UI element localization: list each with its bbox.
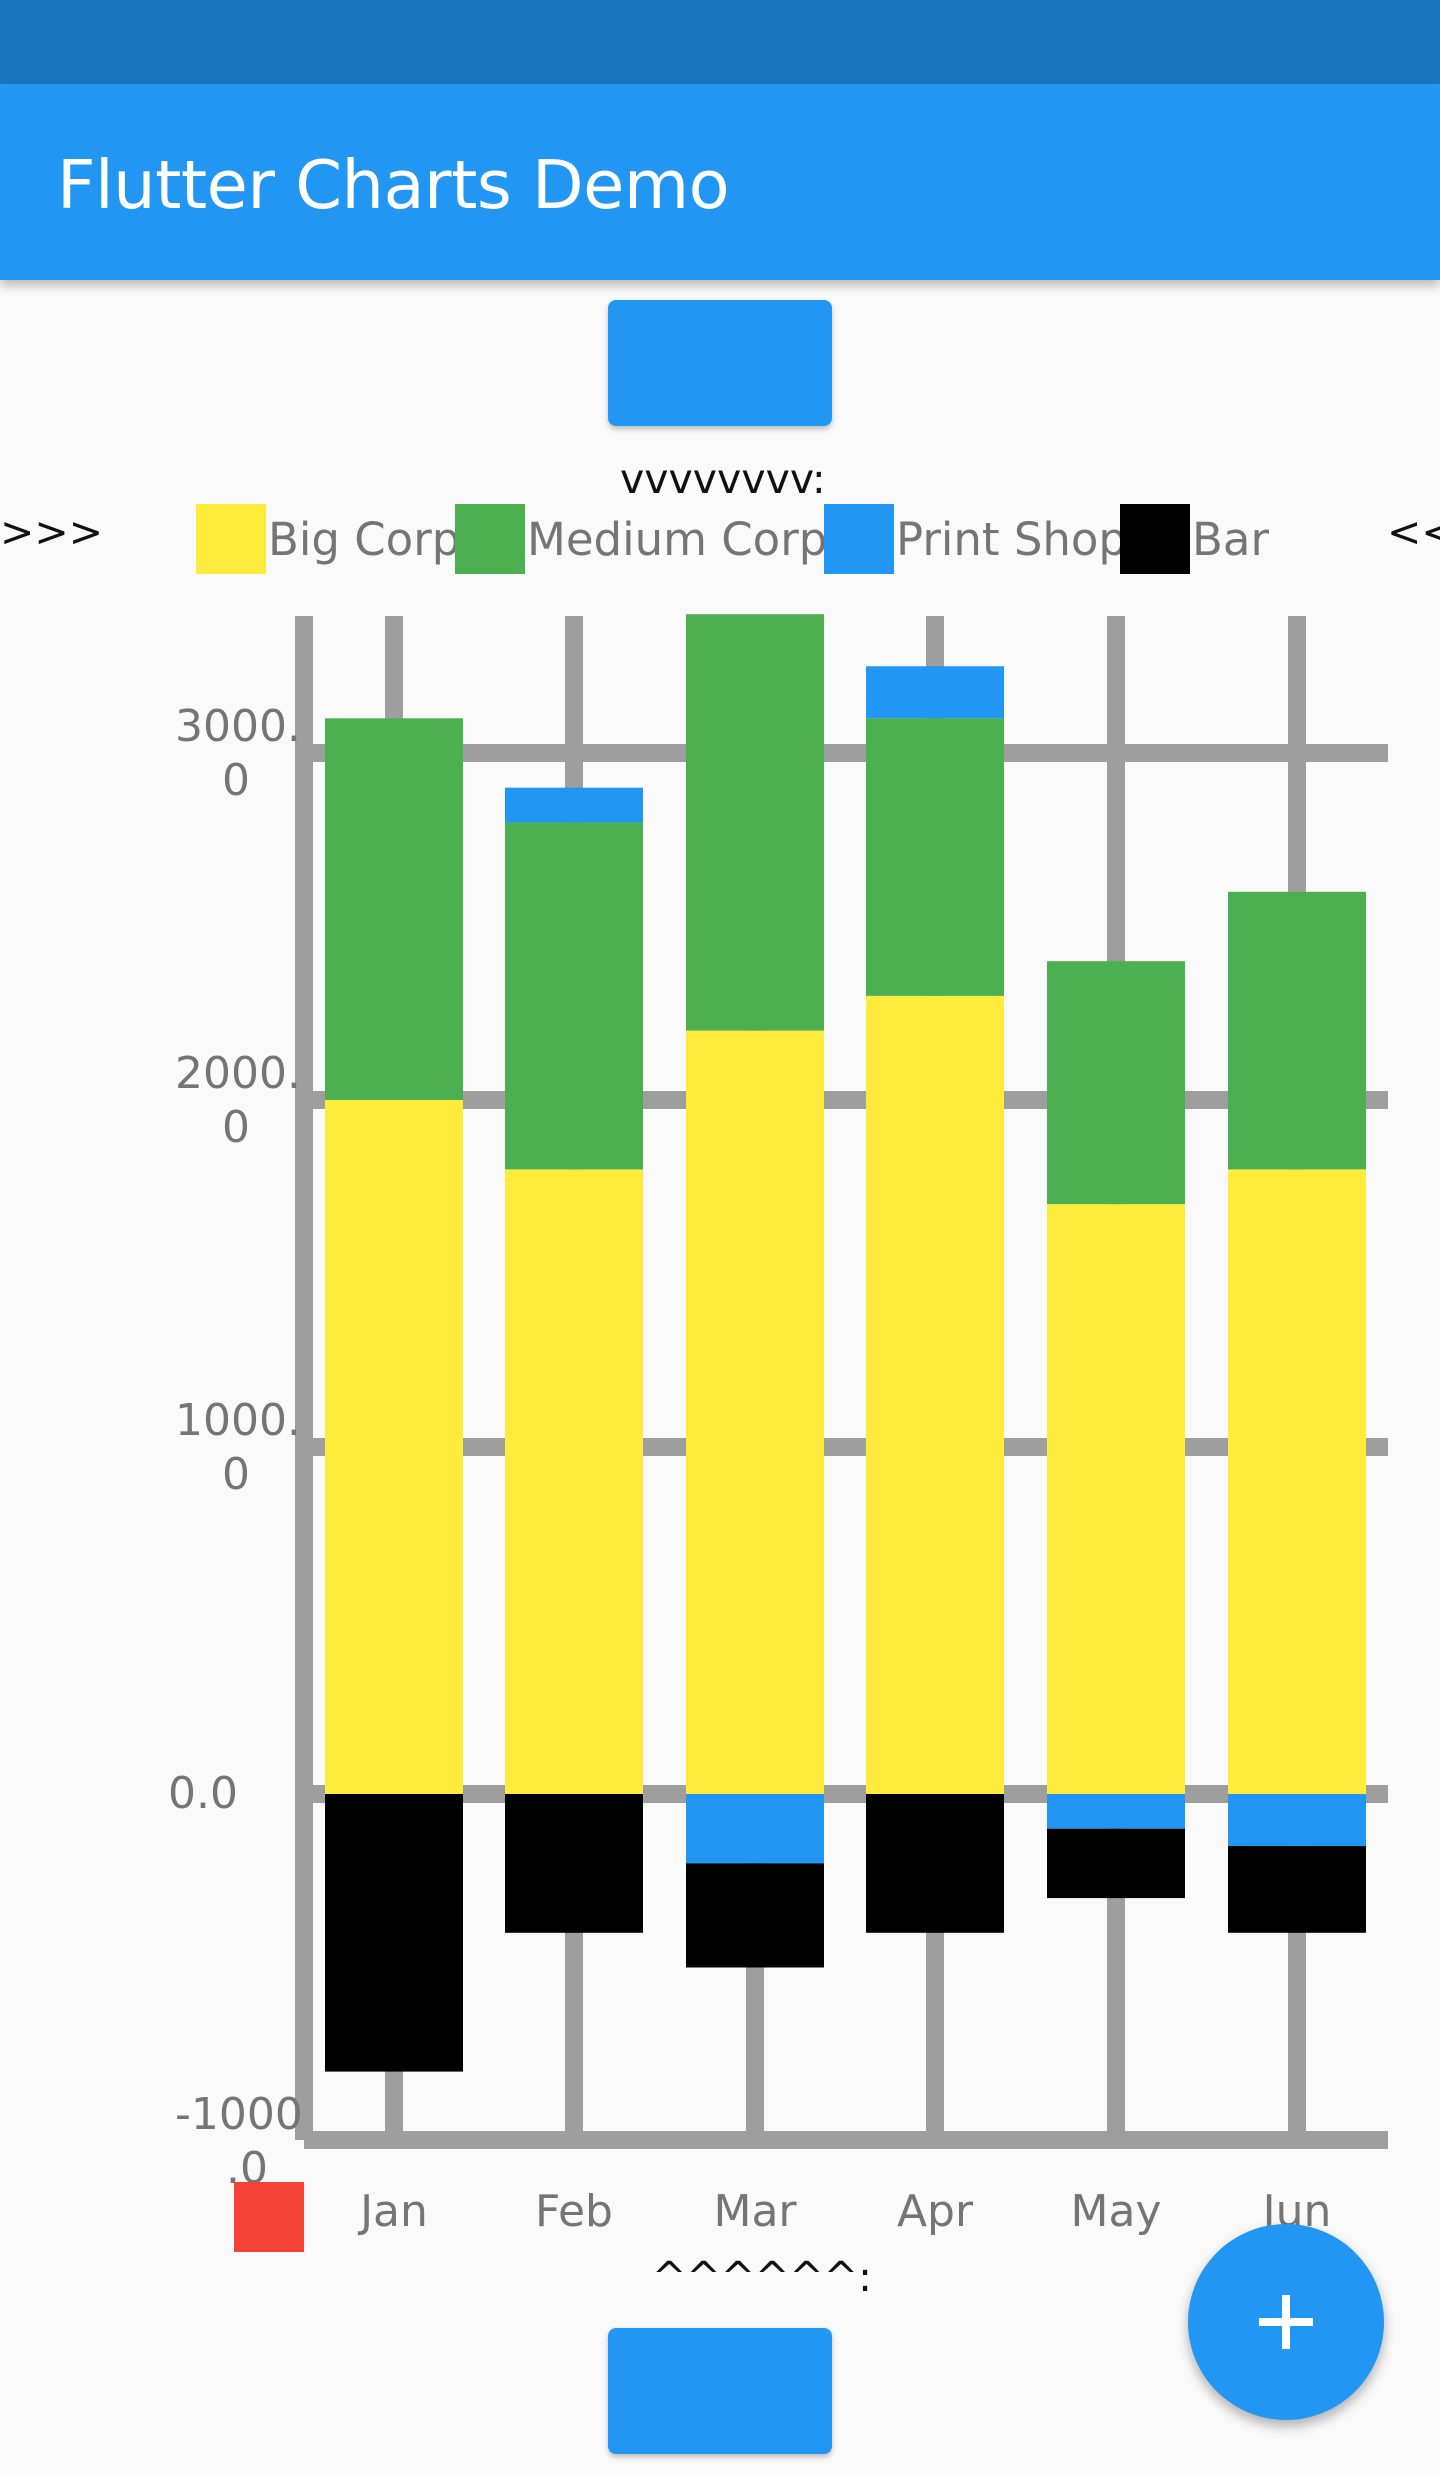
legend-item-big-corp[interactable]: Big Corp — [196, 504, 460, 574]
legend-item-print-shop[interactable]: Print Shop — [824, 504, 1127, 574]
bar-segment — [686, 1030, 824, 1794]
bar-segment — [1228, 1794, 1366, 1847]
bar-segment — [1228, 1846, 1366, 1933]
y-tick-label: -1000 — [175, 2089, 303, 2140]
bar-segment — [866, 995, 1004, 1794]
bar-segment — [1228, 1169, 1366, 1794]
bar-segment — [1047, 1828, 1185, 1899]
bottom-button[interactable] — [608, 2328, 832, 2454]
app-title: Flutter Charts Demo — [57, 146, 730, 224]
status-bar — [0, 0, 1440, 84]
y-tick-label: 3000. — [175, 701, 301, 752]
legend-swatch — [196, 504, 266, 574]
bar-segment — [686, 1794, 824, 1864]
legend-item-medium-corp[interactable]: Medium Corp — [455, 504, 827, 574]
legend-right-arrow: << — [1387, 508, 1440, 556]
legend-swatch — [824, 504, 894, 574]
bar-segment — [325, 718, 463, 1100]
legend-label: Big Corp — [268, 512, 461, 566]
legend-swatch — [1120, 504, 1190, 574]
bar-segment — [505, 787, 643, 823]
y-tick-label: 0 — [222, 755, 250, 806]
y-tick-label: 2000. — [175, 1048, 301, 1099]
red-swatch — [234, 2182, 304, 2252]
x-tick-label: Feb — [535, 2186, 613, 2237]
legend-swatch — [455, 504, 525, 574]
legend-label: Medium Corp — [527, 512, 828, 566]
top-button[interactable] — [608, 300, 832, 426]
bar-segment — [505, 1794, 643, 1933]
y-tick-label: 0 — [222, 1449, 250, 1500]
bar-segment — [866, 718, 1004, 996]
legend-label: Bar — [1192, 512, 1269, 566]
bar-segment — [1228, 891, 1366, 1170]
bottom-label: ^^^^^^: — [652, 2253, 872, 2301]
legend-item-bar[interactable]: Bar — [1120, 504, 1269, 574]
x-tick-label: Apr — [897, 2186, 974, 2237]
plus-icon — [1259, 2295, 1313, 2349]
bar-segment — [325, 1794, 463, 2072]
bar-segment — [686, 1863, 824, 1968]
x-tick-label: May — [1071, 2186, 1162, 2237]
bar-segment — [505, 1169, 643, 1794]
app-bar: Flutter Charts Demo — [0, 84, 1440, 280]
bar-segment — [1047, 961, 1185, 1205]
bar-segment — [686, 614, 824, 1031]
bar-segment — [866, 666, 1004, 719]
legend-label: Print Shop — [896, 512, 1127, 566]
legend-title: vvvvvvvv: — [620, 455, 826, 503]
y-tick-label: 1000. — [175, 1395, 301, 1446]
bar-segment — [1047, 1794, 1185, 1829]
y-tick-label: 0 — [222, 1102, 250, 1153]
bar-segment — [505, 822, 643, 1170]
y-tick-label: 0.0 — [168, 1768, 238, 1819]
bar-segment — [1047, 1204, 1185, 1794]
legend-left-arrow: >>> — [0, 508, 104, 556]
bar-segment — [866, 1794, 1004, 1933]
x-tick-label: Jan — [357, 2186, 428, 2237]
x-tick-label: Mar — [713, 2186, 797, 2237]
add-fab-button[interactable] — [1188, 2224, 1384, 2420]
bar-segment — [325, 1100, 463, 1794]
